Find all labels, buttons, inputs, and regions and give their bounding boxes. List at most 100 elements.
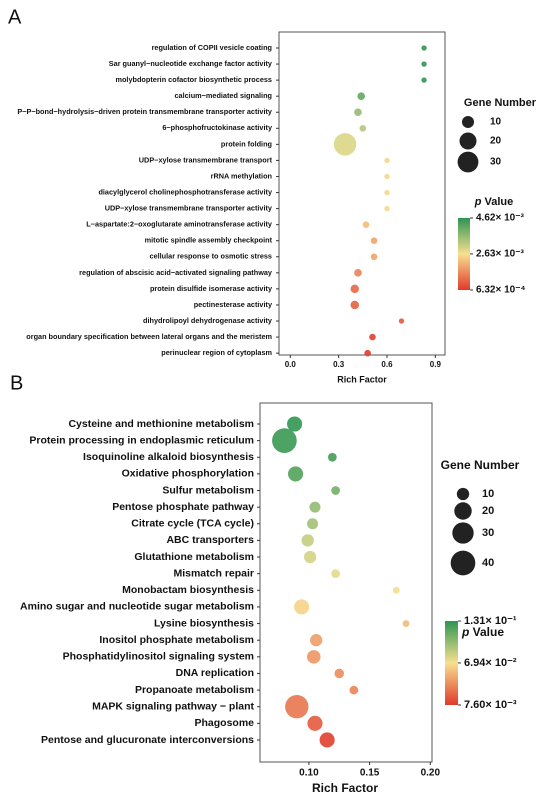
y-tick-label: Glutathione metabolism bbox=[134, 551, 254, 563]
panel-label: A bbox=[8, 6, 22, 28]
y-tick-label: ABC transporters bbox=[166, 534, 254, 546]
bubble bbox=[384, 189, 390, 196]
y-tick-label: mitotic spindle assembly checkpoint bbox=[145, 236, 273, 245]
x-tick-label: 0.9 bbox=[430, 360, 442, 369]
bubble bbox=[333, 133, 357, 156]
bubble bbox=[398, 318, 405, 324]
size-legend-circle bbox=[459, 132, 477, 150]
bubble bbox=[349, 685, 359, 695]
y-tick-label: protein folding bbox=[221, 139, 272, 148]
x-axis-label: Rich Factor bbox=[337, 374, 387, 384]
y-tick-label: MAPK signaling pathway − plant bbox=[92, 700, 254, 712]
y-tick-label: Lysine biosynthesis bbox=[154, 617, 254, 629]
y-tick-label: DNA replication bbox=[176, 667, 254, 679]
y-tick-label: organ boundary specification between lat… bbox=[26, 332, 272, 341]
y-tick-label: diacylglycerol cholinephosphotransferase… bbox=[98, 187, 273, 196]
y-tick-label: Cysteine and methionine metabolism bbox=[68, 418, 254, 430]
y-tick-label: Citrate cycle (TCA cycle) bbox=[131, 518, 254, 530]
bubble bbox=[288, 466, 304, 482]
bubble bbox=[310, 634, 323, 647]
bubble bbox=[307, 650, 321, 664]
bubble bbox=[370, 237, 378, 245]
panel-label: B bbox=[10, 372, 23, 394]
bubble bbox=[319, 732, 335, 748]
size-legend-label: 40 bbox=[482, 557, 494, 569]
bubble bbox=[285, 695, 309, 719]
x-tick-label: 0.6 bbox=[381, 360, 393, 369]
y-tick-label: protein disulfide isomerase activity bbox=[150, 284, 273, 293]
y-tick-label: L−aspartate:2−oxoglutarate aminotransfer… bbox=[86, 220, 273, 229]
x-tick-label: 0.3 bbox=[333, 360, 345, 369]
y-tick-label: Pentose phosphate pathway bbox=[112, 501, 254, 513]
bubble bbox=[354, 108, 362, 117]
plot-frame bbox=[278, 31, 446, 356]
y-tick-label: Amino sugar and nucleotide sugar metabol… bbox=[20, 601, 254, 613]
size-legend-title: Gene Number bbox=[464, 97, 537, 109]
y-tick-label: Oxidative phosphorylation bbox=[122, 468, 254, 480]
bubble bbox=[362, 221, 370, 228]
y-tick-label: cellular response to osmotic stress bbox=[150, 252, 272, 261]
size-legend-label: 10 bbox=[490, 117, 502, 128]
color-legend-title: p Value bbox=[461, 625, 504, 639]
bubble bbox=[421, 77, 427, 83]
color-bar bbox=[445, 621, 458, 705]
color-tick-label: 1.31× 10⁻¹ bbox=[464, 615, 517, 627]
bubble bbox=[331, 486, 340, 495]
y-tick-label: calcium−mediated signaling bbox=[174, 91, 272, 100]
size-legend-label: 20 bbox=[482, 505, 494, 517]
y-tick-label: 6−phosphofructokinase activity bbox=[162, 123, 273, 132]
y-tick-label: Sar guanyl−nucleotide exchange factor ac… bbox=[109, 59, 273, 68]
y-tick-label: Mismatch repair bbox=[173, 567, 254, 579]
size-legend-circle bbox=[456, 487, 470, 501]
y-tick-label: P−P−bond−hydrolysis−driven protein trans… bbox=[17, 107, 273, 116]
y-tick-label: rRNA methylation bbox=[211, 171, 272, 180]
x-tick-label: 0.10 bbox=[299, 768, 319, 779]
bubble bbox=[309, 501, 321, 513]
bubble bbox=[384, 157, 390, 164]
size-legend-title: Gene Number bbox=[441, 458, 520, 472]
bubble bbox=[272, 428, 297, 453]
y-tick-label: Phosphatidylinositol signaling system bbox=[63, 651, 254, 663]
bubble bbox=[421, 45, 427, 51]
color-tick-label: 7.60× 10⁻³ bbox=[464, 699, 517, 711]
y-tick-label: molybdopterin cofactor biosynthetic proc… bbox=[115, 75, 272, 84]
y-tick-label: Phagosome bbox=[194, 717, 254, 729]
y-tick-label: Pentose and glucuronate interconversions bbox=[41, 734, 254, 746]
color-bar bbox=[458, 218, 470, 290]
color-legend-title: p Value bbox=[474, 196, 514, 208]
y-tick-label: Propanoate metabolism bbox=[135, 684, 254, 696]
plot-frame bbox=[259, 402, 433, 763]
color-legend-title-text: Value bbox=[469, 625, 504, 639]
color-tick-label: 4.62× 10⁻³ bbox=[476, 213, 524, 224]
bubble bbox=[294, 599, 310, 615]
y-tick-label: Inositol phosphate metabolism bbox=[99, 634, 254, 646]
bubble bbox=[364, 349, 371, 357]
bubble bbox=[359, 125, 367, 132]
y-tick-label: regulation of abscisic acid−activated si… bbox=[79, 268, 273, 277]
y-tick-label: Sulfur metabolism bbox=[162, 484, 254, 496]
bubble bbox=[327, 452, 337, 462]
bubble bbox=[370, 253, 378, 261]
size-legend-label: 10 bbox=[482, 488, 494, 500]
color-legend-title-italic: p bbox=[461, 625, 469, 639]
bubble bbox=[331, 569, 340, 579]
bubble bbox=[392, 586, 400, 594]
size-legend-label: 30 bbox=[482, 527, 494, 539]
y-tick-label: regulation of COPII vesicle coating bbox=[152, 43, 272, 52]
y-tick-label: Isoquinoline alkaloid biosynthesis bbox=[83, 451, 254, 463]
color-tick-label: 6.94× 10⁻² bbox=[464, 657, 517, 669]
bubble bbox=[369, 333, 376, 341]
x-axis-label: Rich Factor bbox=[312, 781, 378, 795]
x-tick-label: 0.0 bbox=[285, 360, 297, 369]
size-legend-label: 30 bbox=[490, 157, 502, 168]
size-legend-circle bbox=[452, 522, 474, 544]
color-legend-title-italic: p bbox=[474, 196, 482, 208]
bubble bbox=[303, 550, 317, 564]
bubble bbox=[350, 300, 359, 310]
bubble bbox=[301, 534, 314, 547]
y-tick-label: pectinesterase activity bbox=[194, 300, 273, 309]
color-tick-label: 2.63× 10⁻³ bbox=[476, 249, 524, 260]
size-legend-circle bbox=[457, 151, 479, 173]
y-tick-label: dihydrolipoyl dehydrogenase activity bbox=[143, 316, 273, 325]
